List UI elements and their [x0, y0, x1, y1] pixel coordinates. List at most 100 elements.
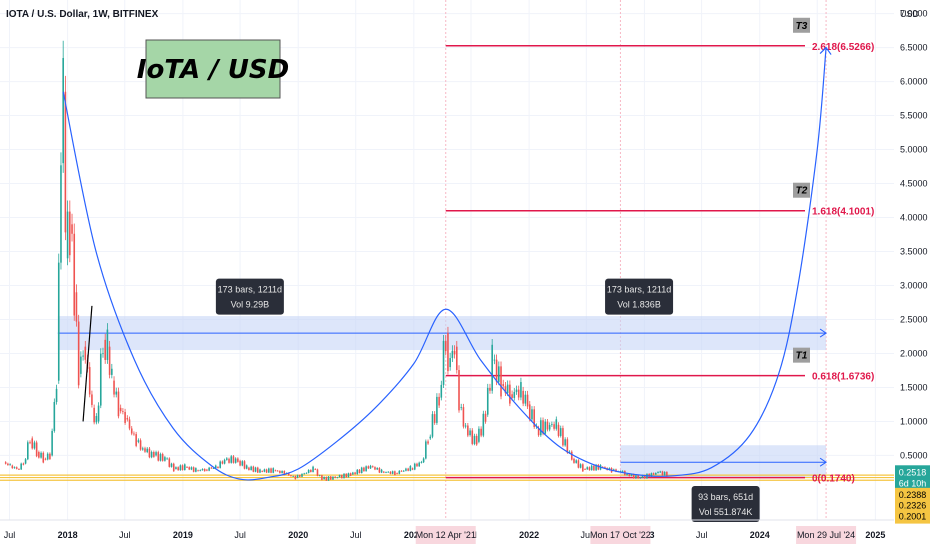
cycle-curve — [62, 47, 827, 481]
x-tick-label: Jul — [350, 530, 362, 540]
y-tick-label: 3.0000 — [900, 280, 928, 290]
candle-body — [248, 467, 250, 470]
candle-body — [584, 469, 586, 470]
candle-body — [62, 58, 64, 164]
big-label-text: IoTA / USD — [137, 55, 289, 85]
candle-body — [97, 405, 100, 422]
candle-body — [389, 471, 392, 474]
candle-body — [511, 394, 513, 398]
candle-body — [66, 211, 69, 259]
candle-body — [628, 473, 631, 477]
candle-body — [305, 472, 308, 474]
candle-body — [478, 428, 480, 442]
candle-body — [615, 469, 617, 472]
price-tag-label: 0.2001 — [899, 512, 927, 522]
candle-body — [655, 472, 657, 475]
candle-body — [358, 469, 361, 474]
candle-body — [232, 456, 235, 463]
candle-body — [666, 471, 668, 477]
candle-body — [630, 474, 633, 476]
candle-body — [641, 475, 644, 478]
candle-body — [422, 458, 425, 463]
candle-body — [356, 469, 359, 475]
candle-body — [88, 367, 91, 395]
candle-body — [252, 466, 255, 472]
candle-body — [201, 469, 204, 471]
candle-body — [296, 475, 299, 478]
candle-body — [409, 466, 412, 471]
candle-body — [270, 468, 272, 473]
candle-body — [637, 475, 639, 479]
candle-body — [190, 467, 193, 470]
candle-body — [327, 476, 330, 481]
candle-body — [391, 471, 394, 474]
candle-body — [128, 419, 131, 429]
measure-tooltip-box — [605, 278, 674, 315]
candle-body — [188, 467, 191, 470]
candle-body — [588, 467, 591, 471]
candle-body — [462, 407, 465, 427]
candle-body — [250, 466, 252, 470]
candle-body — [464, 425, 467, 427]
candle-body — [263, 469, 266, 472]
candle-body — [332, 476, 334, 480]
candle-body — [7, 463, 9, 466]
candle-body — [608, 468, 611, 470]
candle-body — [117, 391, 120, 417]
candle-body — [500, 366, 502, 397]
price-axis-panel[interactable] — [894, 0, 932, 550]
candle-body — [542, 420, 544, 434]
candle-body — [400, 470, 403, 472]
candle-body — [161, 454, 164, 461]
candle-body — [119, 407, 122, 412]
candle-body — [206, 469, 208, 471]
date-highlight-box — [796, 526, 857, 544]
zone-arrow — [819, 328, 827, 338]
symbol-title[interactable]: IOTA / U.S. Dollar, 1W, BITFINEX — [6, 9, 159, 20]
candle-body — [597, 464, 600, 470]
price-tag-box — [895, 476, 930, 491]
candle-body — [69, 211, 71, 256]
candle-body — [80, 356, 82, 374]
candle-body — [593, 465, 595, 471]
candle-body — [650, 473, 653, 477]
x-tick-label: Jul — [696, 530, 708, 540]
date-highlights: Mon 12 Apr '21 Mon 17 Oct '22 Mon 29 Jul '… — [415, 526, 857, 544]
y-tick-label: 3.5000 — [900, 247, 928, 257]
measure-tooltip-box — [215, 278, 284, 315]
candle-body — [321, 475, 323, 481]
candle-body — [562, 428, 564, 446]
candle-body — [55, 388, 58, 402]
candle-body — [442, 340, 445, 385]
candle-body — [77, 321, 80, 386]
candle-body — [279, 470, 281, 474]
fib-label: 1.618(4.1001) — [812, 207, 874, 218]
candle-body — [659, 471, 662, 473]
candle-body — [208, 467, 210, 471]
candle-body — [564, 439, 566, 446]
y-tick-label: 6.5000 — [900, 43, 928, 53]
y-tick-label: 1.5000 — [900, 382, 928, 392]
candle-body — [276, 470, 279, 472]
x-tick-label: Jul — [234, 530, 246, 540]
candle-body — [172, 463, 175, 472]
candle-body — [551, 424, 553, 426]
candle-body — [517, 389, 520, 398]
candle-body — [73, 233, 76, 316]
price-tag-label: 6d 10h — [899, 478, 927, 488]
date-highlight-box — [415, 526, 476, 544]
candle-body — [396, 473, 398, 474]
candle-body — [553, 424, 555, 429]
candle-body — [234, 458, 237, 463]
candle-body — [604, 467, 606, 469]
candle-body — [513, 391, 516, 398]
candle-body — [438, 396, 440, 406]
candle-body — [433, 414, 436, 423]
candle-body — [329, 476, 332, 480]
candle-body — [11, 465, 14, 469]
candle-body — [416, 463, 418, 467]
candle-body — [155, 452, 157, 456]
candle-body — [170, 463, 173, 467]
candle-body — [99, 353, 102, 406]
